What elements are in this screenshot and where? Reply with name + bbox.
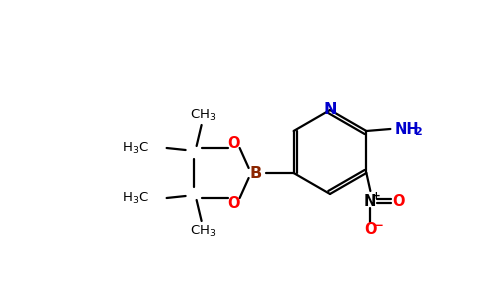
Text: CH$_3$: CH$_3$: [190, 107, 217, 122]
Text: CH$_3$: CH$_3$: [190, 224, 217, 238]
Text: 2: 2: [414, 127, 422, 137]
Text: H$_3$C: H$_3$C: [122, 190, 149, 206]
Text: NH: NH: [394, 122, 419, 136]
Text: O: O: [227, 196, 240, 211]
Text: H$_3$C: H$_3$C: [122, 140, 149, 155]
Text: +: +: [372, 191, 381, 201]
Text: N: N: [323, 103, 337, 118]
Text: −: −: [374, 218, 383, 232]
Text: O: O: [227, 136, 240, 151]
Text: N: N: [363, 194, 376, 208]
Text: O: O: [392, 194, 405, 208]
Text: B: B: [249, 166, 262, 181]
Text: O: O: [364, 221, 377, 236]
